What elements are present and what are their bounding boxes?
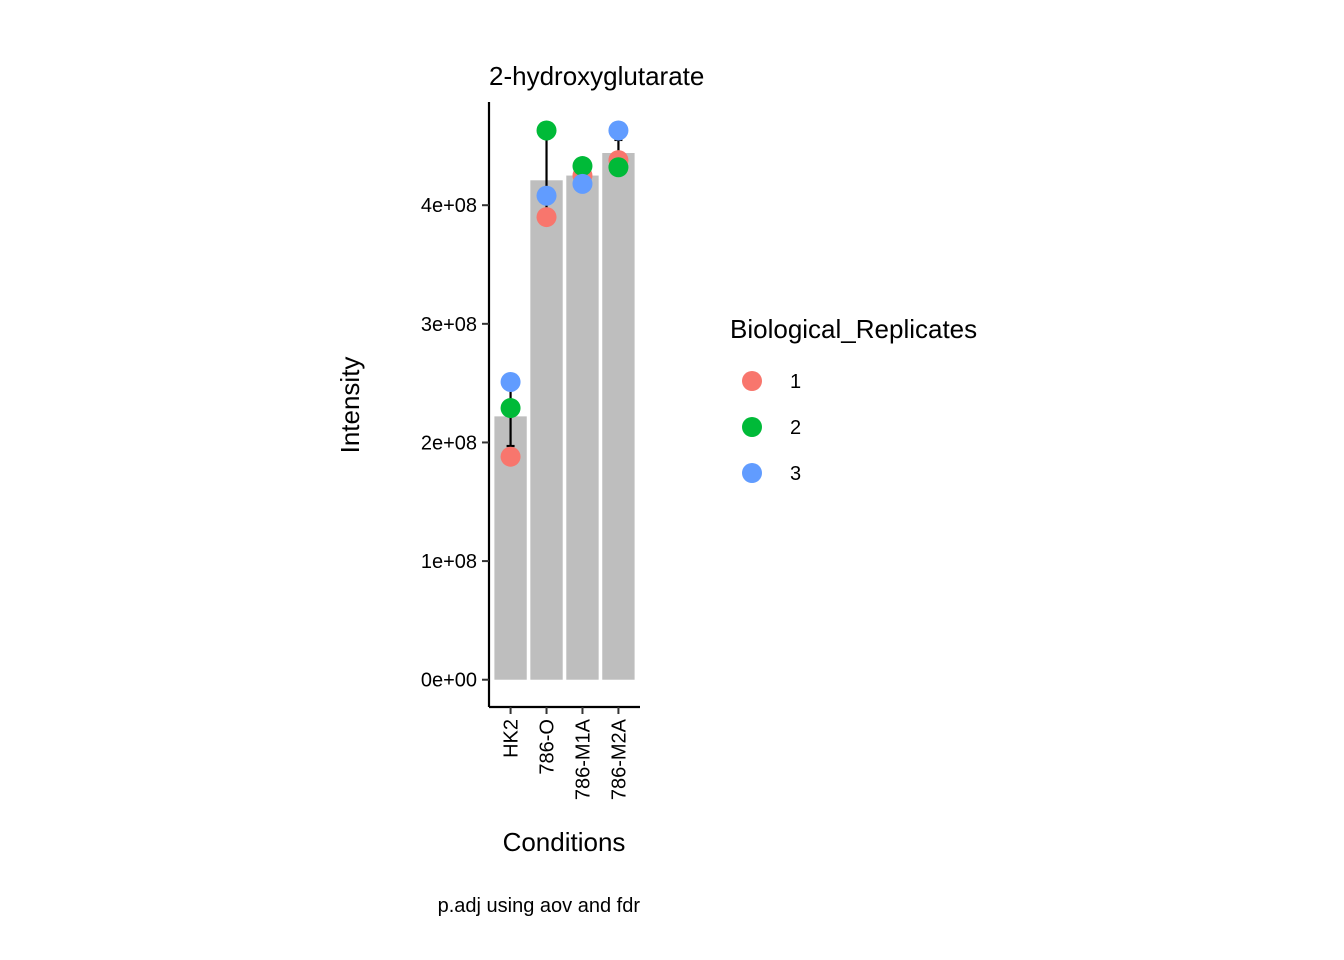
- x-tick-label: 786-M1A: [572, 718, 594, 800]
- point-replicate-1-786-O: [536, 207, 557, 228]
- x-tick-label: 786-O: [537, 719, 559, 775]
- point-replicate-2-786-M2A: [608, 157, 629, 178]
- legend-key-3: [742, 463, 762, 483]
- point-replicate-2-786-O: [536, 120, 557, 141]
- y-tick-label: 4e+08: [421, 195, 477, 217]
- point-replicate-3-HK2: [500, 371, 521, 392]
- point-replicate-2-786-M1A: [572, 156, 593, 177]
- x-tick-label: HK2: [501, 719, 523, 758]
- point-replicate-2-HK2: [500, 398, 521, 419]
- axes-layer: 0e+00 1e+08 2e+08 3e+08 4e+08 HK2 786-O 786-M1A…: [421, 102, 640, 800]
- y-tick-label: 0e+00: [421, 670, 477, 692]
- chart-title: 2-hydroxyglutarate: [489, 61, 704, 91]
- point-replicate-1-HK2: [500, 446, 521, 467]
- legend-title: Biological_Replicates: [730, 314, 977, 344]
- bar-786-M2A: [602, 153, 635, 680]
- legend-label-1: 1: [790, 371, 801, 393]
- bar-786-M1A: [566, 175, 599, 680]
- y-tick-label: 2e+08: [421, 432, 477, 454]
- caption: p.adj using aov and fdr: [438, 895, 641, 917]
- legend-items: 1 2 3: [742, 371, 801, 485]
- x-tick-label: 786-M2A: [608, 718, 630, 800]
- y-axis-title: Intensity: [335, 357, 365, 454]
- points-layer: [500, 120, 629, 467]
- legend-label-2: 2: [790, 417, 801, 439]
- legend-key-2: [742, 417, 762, 437]
- point-replicate-3-786-M1A: [572, 173, 593, 194]
- bars-layer: [494, 153, 635, 680]
- legend-key-1: [742, 371, 762, 391]
- bar-786-O: [530, 180, 563, 680]
- legend: Biological_Replicates 1 2 3: [730, 314, 977, 485]
- y-tick-label: 3e+08: [421, 314, 477, 336]
- legend-label-3: 3: [790, 463, 801, 485]
- point-replicate-3-786-M2A: [608, 120, 629, 141]
- x-axis-title: Conditions: [503, 827, 626, 857]
- y-tick-label: 1e+08: [421, 551, 477, 573]
- point-replicate-3-786-O: [536, 185, 557, 206]
